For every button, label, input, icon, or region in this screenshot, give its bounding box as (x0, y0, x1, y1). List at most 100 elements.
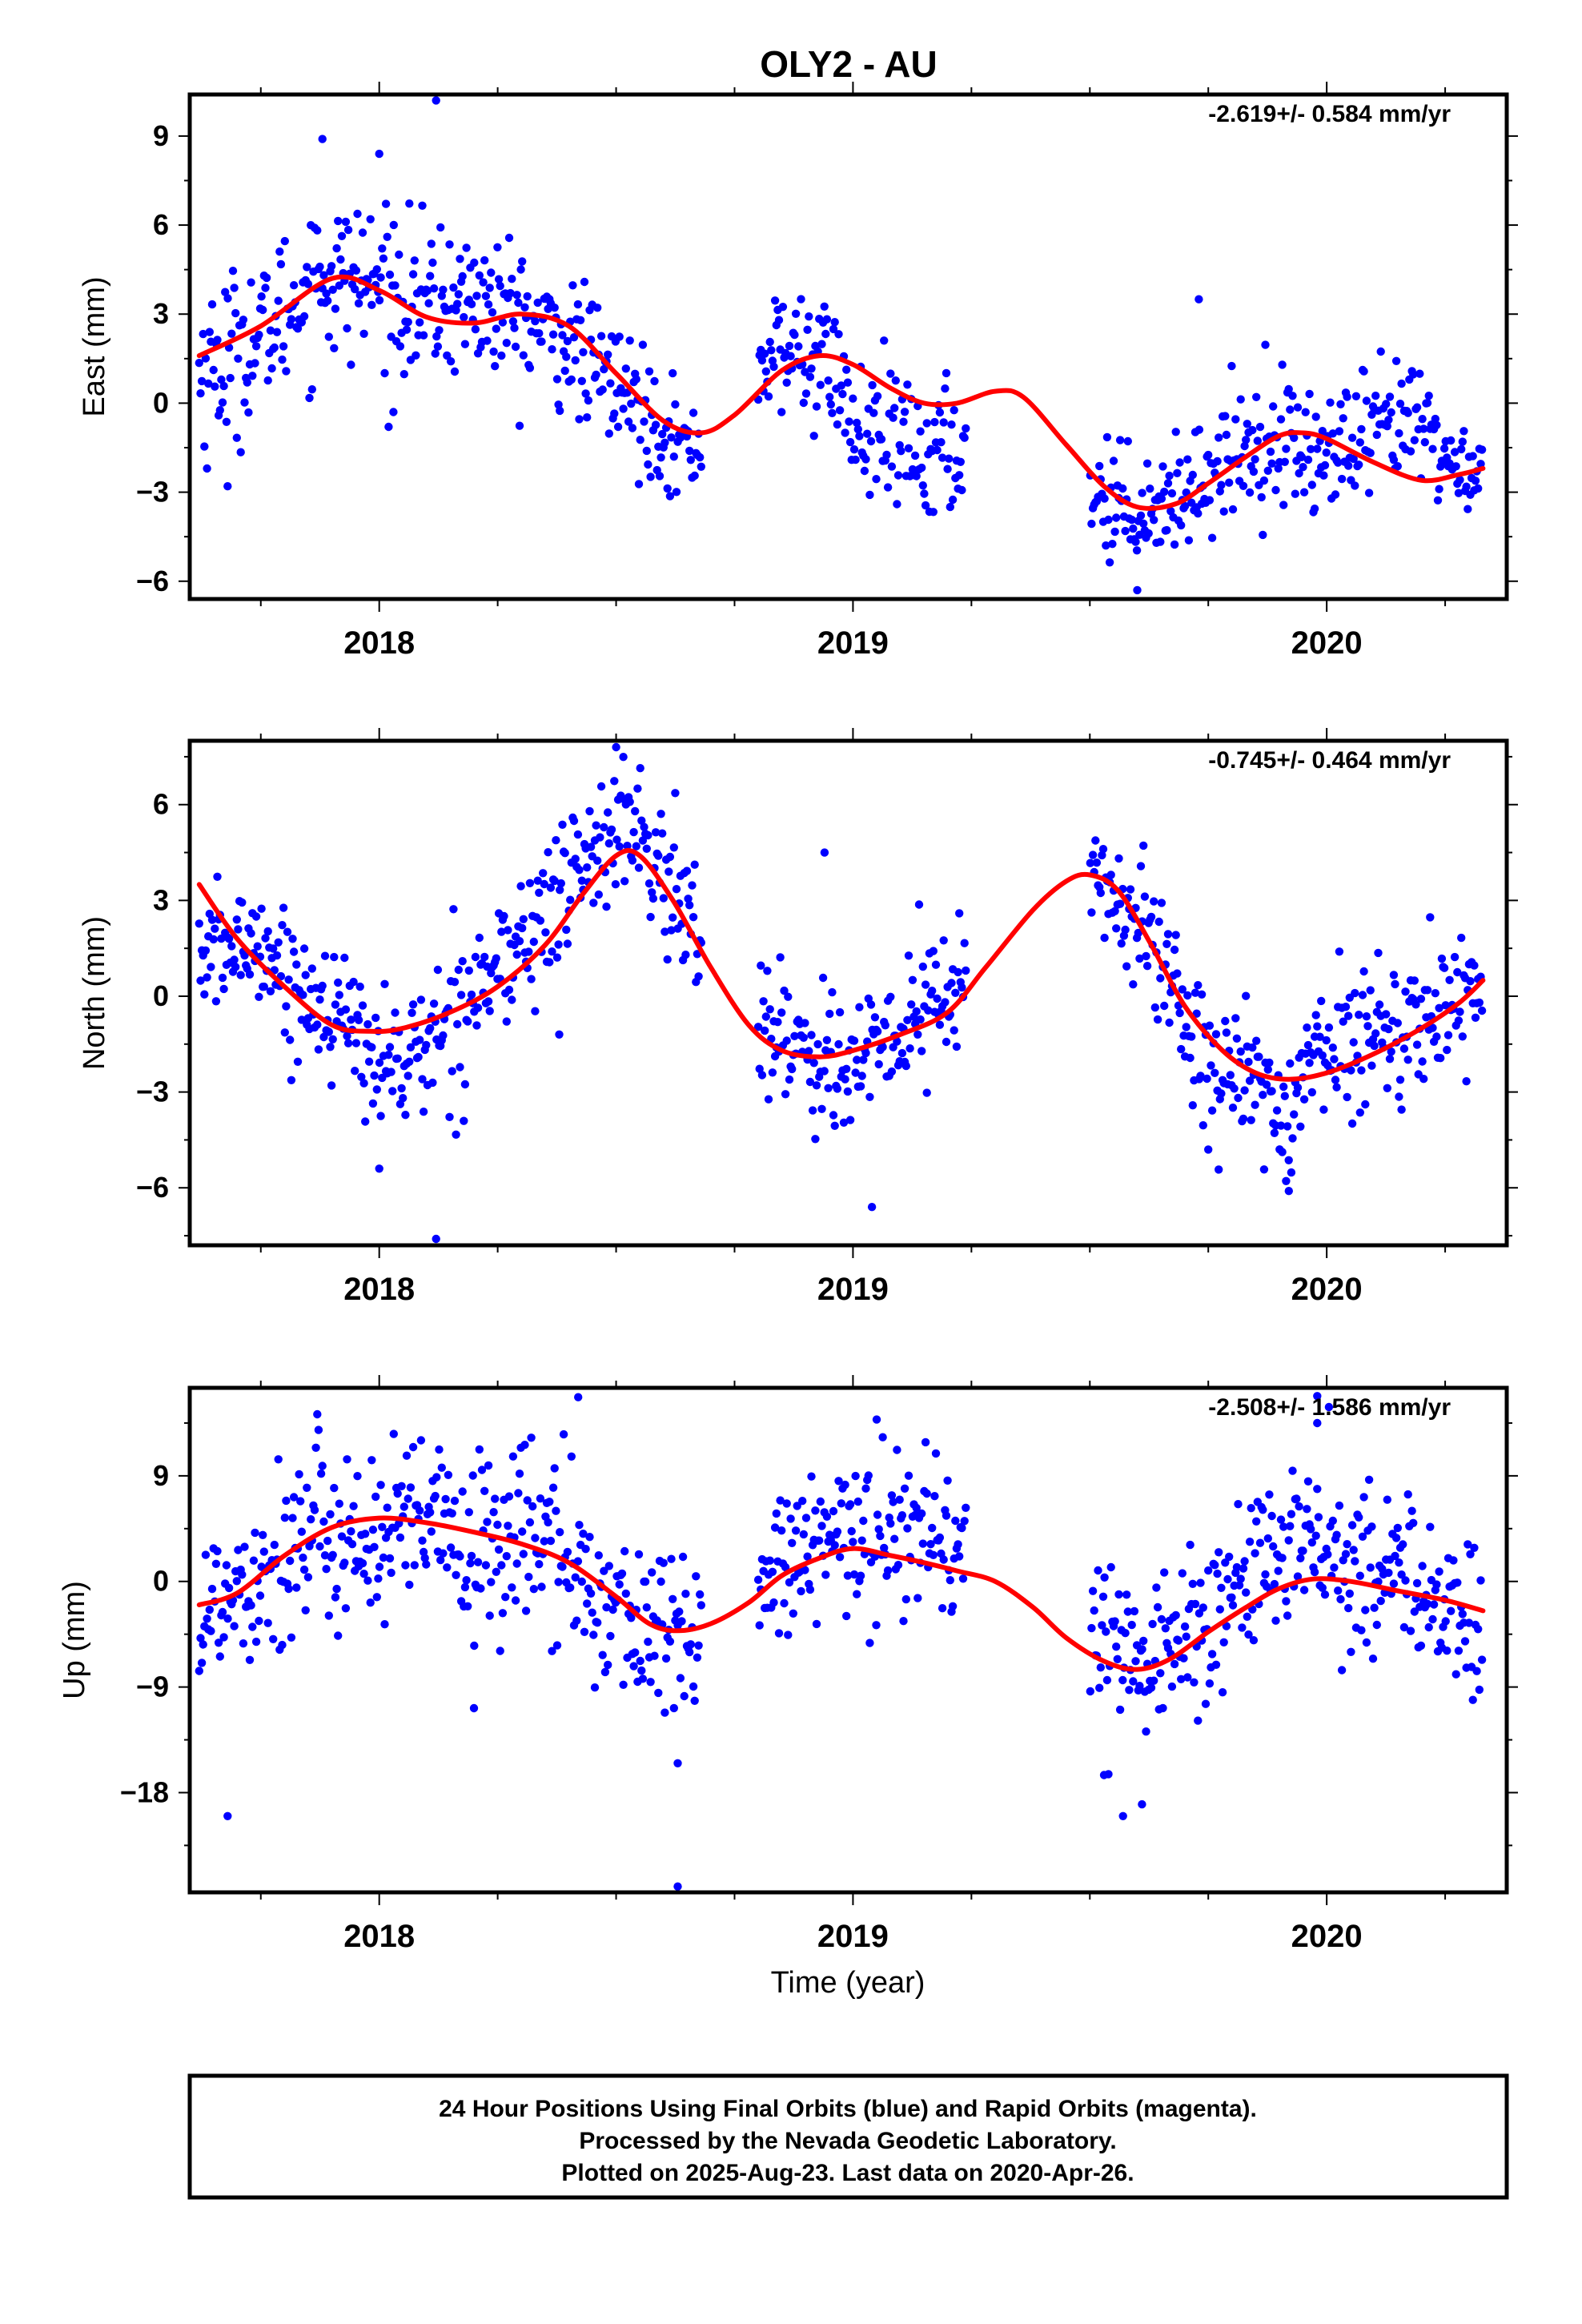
north-xtick-label: 2019 (817, 1272, 889, 1307)
up-data-point (319, 1517, 328, 1526)
up-data-point (697, 1601, 705, 1610)
up-data-point (288, 1514, 297, 1522)
up-data-point (491, 1494, 500, 1503)
east-data-point (1139, 519, 1148, 528)
north-data-point (1456, 1007, 1464, 1016)
east-data-point (886, 369, 895, 378)
east-data-point (508, 317, 518, 326)
up-data-point (310, 1506, 319, 1514)
north-data-point (1385, 1055, 1395, 1063)
up-data-point (255, 1616, 263, 1626)
footer-line-1: 24 Hour Positions Using Final Orbits (bl… (439, 2096, 1257, 2122)
up-data-point (567, 1452, 576, 1462)
up-data-point (636, 1656, 644, 1666)
east-data-point (472, 292, 481, 300)
east-data-point (484, 300, 493, 309)
east-data-point (516, 265, 525, 274)
up-data-point (1343, 1540, 1351, 1549)
east-data-point (821, 329, 830, 339)
north-data-point (1267, 1087, 1276, 1096)
north-data-point (546, 883, 556, 892)
up-data-point (654, 1688, 663, 1698)
up-data-point (948, 1602, 958, 1611)
east-data-point (1104, 515, 1113, 525)
up-data-point (577, 1577, 586, 1586)
east-data-point (205, 328, 214, 336)
north-data-point (685, 901, 694, 910)
north-data-point (1395, 1076, 1405, 1084)
up-data-point (487, 1578, 496, 1586)
east-data-point (1395, 400, 1405, 408)
east-data-point (236, 448, 245, 456)
east-data-point (248, 372, 257, 380)
up-data-point (693, 1653, 702, 1662)
north-data-point (954, 967, 962, 977)
up-data-point (588, 1608, 596, 1617)
up-data-point (504, 1492, 514, 1501)
up-data-point (1472, 1667, 1481, 1675)
east-data-point (761, 349, 769, 358)
up-data-point (420, 1554, 429, 1562)
east-data-point (1376, 347, 1385, 356)
east-ytick-label: 9 (153, 119, 169, 152)
north-data-point (319, 1032, 328, 1042)
up-data-point (847, 1526, 856, 1536)
up-data-point (1426, 1522, 1435, 1531)
east-data-point (604, 350, 612, 359)
north-data-point (784, 992, 793, 1001)
north-data-point (1343, 1092, 1351, 1102)
east-data-point (239, 316, 248, 324)
up-data-point (930, 1492, 939, 1501)
north-data-point (1284, 1156, 1293, 1165)
up-data-point (958, 1574, 968, 1583)
east-data-point (671, 400, 680, 409)
east-data-point (1183, 455, 1192, 464)
north-data-point (1374, 948, 1383, 958)
east-data-point (606, 379, 615, 388)
north-data-point (539, 869, 548, 878)
up-data-point (1271, 1616, 1280, 1625)
up-data-point (1466, 1550, 1475, 1559)
up-data-point (303, 1483, 311, 1493)
north-data-point (560, 849, 569, 858)
up-data-point (1113, 1655, 1122, 1663)
north-data-point (861, 1048, 870, 1058)
east-data-point (470, 258, 479, 267)
north-data-point (1428, 1023, 1437, 1032)
north-data-point (1092, 858, 1102, 867)
east-data-point (1460, 427, 1468, 436)
up-data-point (480, 1486, 489, 1496)
up-data-point (1359, 1493, 1368, 1502)
east-data-point (794, 342, 803, 351)
east-data-point (419, 331, 428, 340)
north-data-point (347, 1015, 355, 1024)
north-data-point (1142, 951, 1150, 961)
east-data-point (834, 330, 843, 339)
north-data-point (893, 1037, 901, 1046)
north-data-point (307, 964, 316, 973)
north-data-point (912, 1007, 921, 1016)
north-data-point (485, 1007, 494, 1015)
east-data-point (209, 365, 218, 375)
north-data-point (781, 1090, 790, 1099)
east-data-point (275, 247, 284, 256)
up-data-point (1178, 1569, 1187, 1578)
north-data-point (1349, 1038, 1358, 1047)
up-data-point (690, 1696, 699, 1705)
east-data-point (1194, 509, 1203, 518)
up-data-point (861, 1484, 870, 1493)
north-data-point (1242, 991, 1251, 1000)
up-data-point (406, 1483, 416, 1492)
east-data-point (1109, 456, 1118, 465)
north-data-point (467, 990, 476, 999)
north-data-point (385, 1043, 395, 1051)
north-data-point (1110, 907, 1119, 916)
north-data-point (535, 888, 544, 898)
east-data-point (1305, 389, 1314, 399)
up-data-point (1401, 1576, 1410, 1585)
east-data-point (257, 292, 266, 301)
up-data-point (1100, 1573, 1109, 1582)
up-data-point (535, 1560, 544, 1569)
east-data-point (428, 258, 437, 267)
